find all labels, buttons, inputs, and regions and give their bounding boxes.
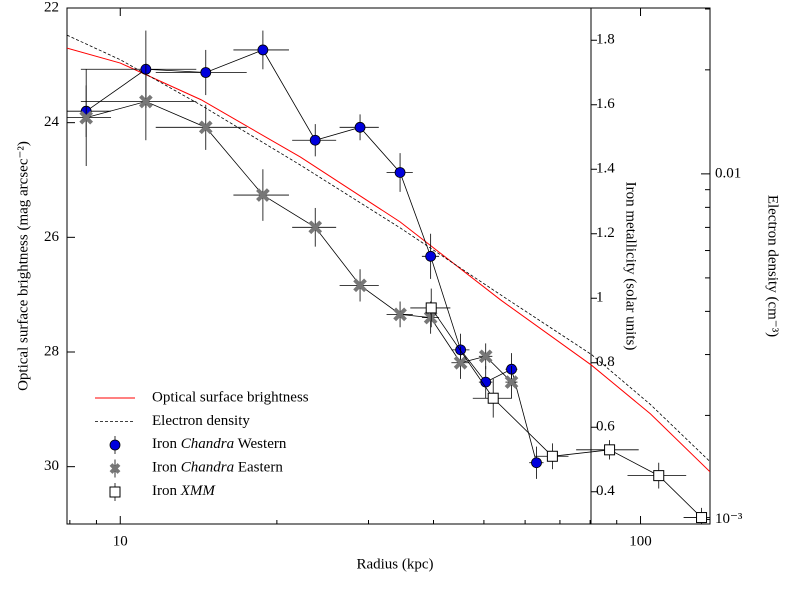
y2-tick-label: 1.2 xyxy=(596,225,615,241)
y2-tick-label: 1.6 xyxy=(596,96,615,112)
y-tick-label: 28 xyxy=(44,343,59,359)
legend-label: Iron Chandra Western xyxy=(152,436,287,452)
plot-area xyxy=(67,30,710,524)
point xyxy=(546,450,558,462)
y-axis-label: Optical surface brightness (mag arcsec⁻²… xyxy=(15,141,31,391)
legend-marker xyxy=(109,439,121,451)
point xyxy=(79,110,94,125)
connector xyxy=(86,101,512,383)
plot-frame xyxy=(66,7,711,525)
legend-label: Iron XMM xyxy=(152,483,216,499)
point xyxy=(257,44,269,56)
y2-tick-label: 0.8 xyxy=(596,354,615,370)
point xyxy=(353,278,367,293)
y-tick-label: 22 xyxy=(44,0,59,15)
y-tick-label: 26 xyxy=(44,229,60,245)
point xyxy=(504,375,519,389)
point xyxy=(394,167,406,178)
legend-label: Electron density xyxy=(152,413,250,429)
y3-tick-label: 10⁻³ xyxy=(715,511,743,527)
y3-tick-label: 0.01 xyxy=(715,165,741,181)
y2-tick-label: 1 xyxy=(596,290,604,306)
point xyxy=(309,134,321,146)
connector xyxy=(430,307,702,518)
y2-tick-label: 0.4 xyxy=(596,483,615,499)
point xyxy=(354,121,366,133)
point xyxy=(425,250,437,262)
y2-tick-label: 1.8 xyxy=(596,32,615,48)
legend-label: Optical surface brightness xyxy=(152,389,309,405)
line xyxy=(67,47,710,473)
point xyxy=(423,310,438,325)
y-tick-label: 24 xyxy=(44,114,60,130)
point xyxy=(139,94,153,109)
point xyxy=(256,188,270,202)
y2-axis-label: Iron metallicity (solar units) xyxy=(623,182,639,351)
point xyxy=(453,355,468,370)
point xyxy=(653,470,665,482)
point xyxy=(604,444,616,456)
line xyxy=(67,34,710,462)
point xyxy=(478,349,493,364)
point xyxy=(425,302,437,314)
x-tick-label: 10 xyxy=(113,533,128,549)
legend-marker xyxy=(109,463,121,474)
point xyxy=(308,220,323,235)
point xyxy=(198,120,213,135)
legend-label: Iron Chandra Eastern xyxy=(152,460,283,476)
legend-marker xyxy=(109,486,121,498)
point xyxy=(531,457,542,469)
point xyxy=(696,512,708,524)
y3-axis-label: Electron density (cm⁻³) xyxy=(765,195,781,337)
point xyxy=(393,307,407,322)
point xyxy=(200,67,212,78)
y2-tick-label: 1.4 xyxy=(596,161,615,177)
x-axis-label: Radius (kpc) xyxy=(356,556,433,572)
y-tick-label: 30 xyxy=(44,458,59,474)
y2-tick-label: 0.6 xyxy=(596,419,615,435)
x-tick-label: 100 xyxy=(629,533,652,549)
point xyxy=(487,392,499,404)
